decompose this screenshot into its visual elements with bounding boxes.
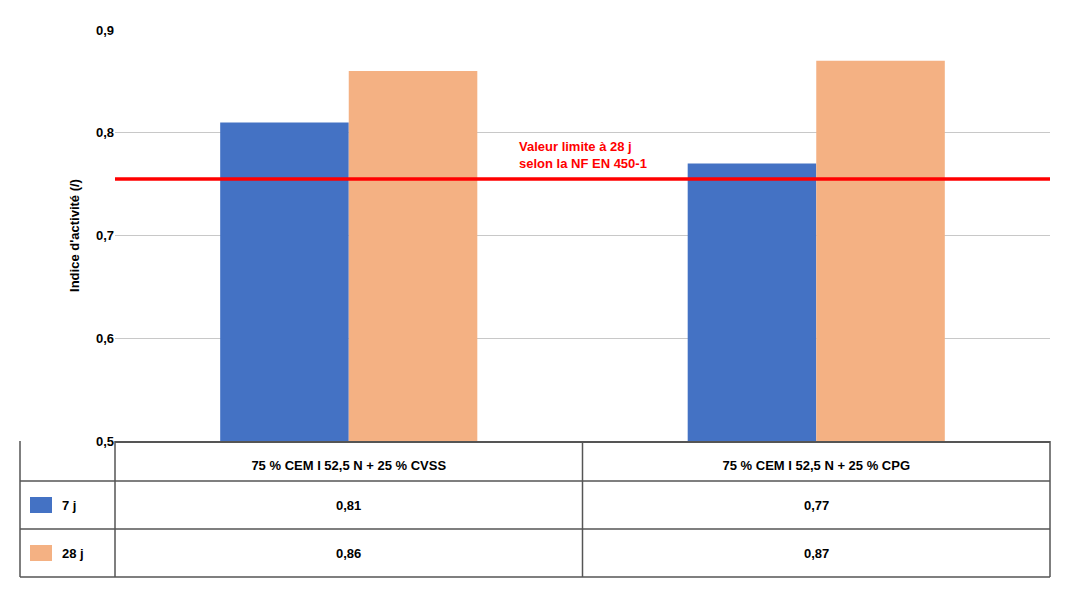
svg-text:75 % CEM I 52,5 N + 25 % CPG: 75 % CEM I 52,5 N + 25 % CPG xyxy=(723,458,911,473)
svg-text:0,87: 0,87 xyxy=(804,546,829,561)
svg-text:0,8: 0,8 xyxy=(96,125,114,140)
svg-text:0,86: 0,86 xyxy=(336,546,361,561)
svg-text:7 j: 7 j xyxy=(62,498,76,513)
svg-text:28 j: 28 j xyxy=(62,546,84,561)
svg-text:75 % CEM I 52,5 N + 25 % CVSS: 75 % CEM I 52,5 N + 25 % CVSS xyxy=(251,458,446,473)
svg-text:0,81: 0,81 xyxy=(336,498,361,513)
svg-text:0,77: 0,77 xyxy=(804,498,829,513)
svg-text:Valeur limite à 28 jselon la N: Valeur limite à 28 jselon la NF EN 450-1 xyxy=(519,139,647,171)
svg-text:0,5: 0,5 xyxy=(96,434,114,449)
svg-text:Indice d'activité (/): Indice d'activité (/) xyxy=(67,179,82,292)
svg-text:0,9: 0,9 xyxy=(96,23,114,38)
svg-text:0,7: 0,7 xyxy=(96,228,114,243)
svg-text:0,6: 0,6 xyxy=(96,331,114,346)
